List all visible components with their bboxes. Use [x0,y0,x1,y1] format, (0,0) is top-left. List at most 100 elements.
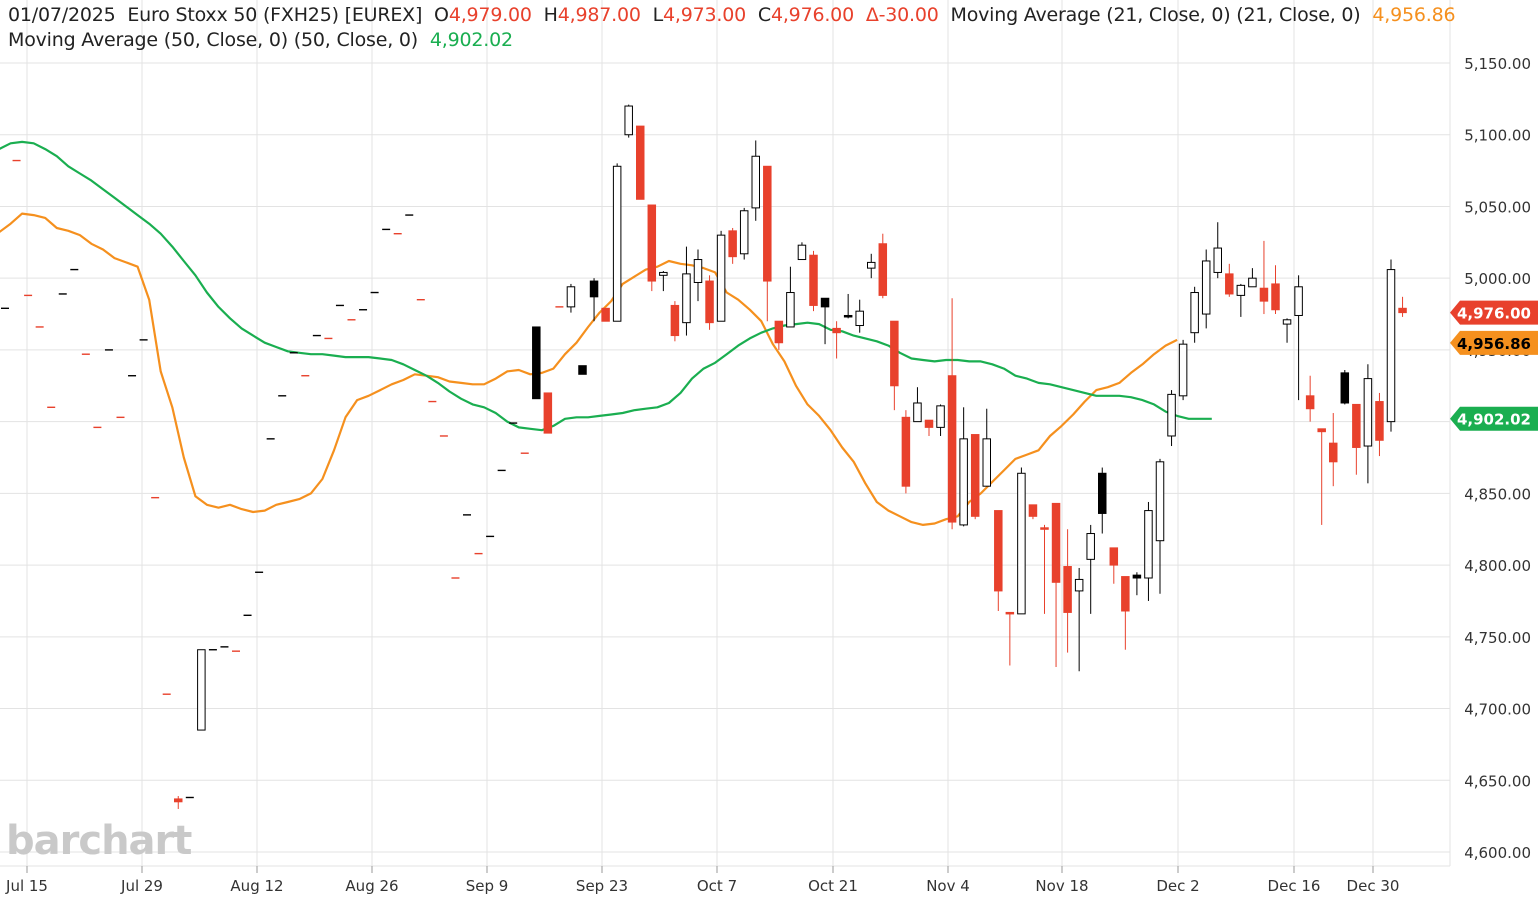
low-value: 4,973.00 [663,4,747,26]
ma21-price-tag-text: 4,956.86 [1457,335,1531,353]
candle [1109,547,1119,584]
candle-body [1074,578,1084,592]
candle-body [878,243,888,296]
x-tick-label: Aug 12 [230,877,283,895]
candle [1098,467,1107,534]
candle-body [1121,576,1130,612]
quote-date: 01/07/2025 [8,4,116,26]
ma50-price-tag: 4,902.02 [1450,406,1538,431]
candle [994,510,1003,611]
candle-body [1236,284,1246,296]
candle [1017,467,1026,615]
y-tick-label: 4,600.00 [1464,844,1531,862]
chart-header-line-1: 01/07/2025 Euro Stoxx 50 (FXH25) [EUREX]… [8,4,1456,26]
high-value: 4,987.00 [557,4,641,26]
candle-body [566,286,576,308]
candle [1236,283,1246,317]
candle [1259,240,1269,315]
candle-body [1340,372,1350,404]
ma21-legend-value: 4,956.86 [1372,4,1456,26]
candle [959,407,968,527]
candle-body [1167,393,1176,437]
y-tick-label: 4,850.00 [1464,485,1531,503]
ma50-price-tag-text: 4,902.02 [1457,411,1531,429]
candle-body [1329,442,1338,463]
last-price-tag-text: 4,976.00 [1457,305,1531,323]
candle-body [716,234,726,322]
barchart-watermark: barchart [6,818,192,864]
candle-body [890,320,899,387]
ma50-line [0,140,1212,432]
candle-body [1017,472,1026,615]
candle-body [947,375,957,523]
candle [1271,265,1280,315]
y-tick-label: 5,000.00 [1464,270,1531,288]
candle-body [1144,510,1153,579]
candle [1028,504,1038,520]
candle [1305,375,1315,422]
x-tick-label: Sep 23 [576,877,628,895]
candle [532,326,541,400]
ma21-price-tag: 4,956.86 [1450,330,1538,355]
ma21-legend-label: Moving Average (21, Close, 0) (21, Close… [950,4,1361,26]
candle [197,649,206,731]
candle [774,320,784,350]
candle-body [1190,292,1199,334]
candle [1190,286,1199,343]
candle [751,140,760,221]
candle-body [1317,428,1326,433]
candle [601,307,610,322]
candle [1363,364,1373,484]
candle-body [1040,527,1049,530]
candle [890,320,899,411]
candle-body [636,125,645,200]
candle [1005,611,1015,666]
candle [1155,458,1165,594]
change-value: Δ-30.00 [865,4,939,26]
y-tick-label: 5,100.00 [1464,127,1531,145]
candle [1248,268,1257,288]
chart-header-line-2: Moving Average (50, Close, 0) (50, Close… [8,29,513,51]
candle-body [774,320,784,344]
candle-body [994,510,1003,592]
x-tick-label: Nov 4 [926,877,970,895]
candle [624,104,633,138]
candle-body [1213,247,1222,273]
y-axis: 5,150.005,100.005,050.005,000.004,950.00… [1464,55,1531,862]
candle-body [1282,319,1292,325]
candle-body [1132,574,1142,579]
moving-average-lines [0,140,1212,527]
grid [0,0,1451,867]
candle [1167,390,1176,447]
candle-body [601,307,610,322]
candle [1086,524,1095,614]
candle-body [763,165,772,282]
candle [705,275,714,330]
candle [1294,275,1303,401]
candle [636,125,645,200]
y-tick-label: 4,650.00 [1464,772,1531,790]
x-tick-label: Dec 30 [1347,877,1400,895]
candle-body [1352,403,1361,448]
candle [1144,501,1153,601]
candle-body [1294,286,1303,316]
candle-body [1201,260,1211,315]
candle-body [751,155,760,209]
x-tick-label: Oct 21 [808,877,858,895]
candle [1340,369,1350,405]
candle [820,297,830,345]
candle [786,266,795,328]
open-value: 4,979.00 [448,4,532,26]
price-tags: 4,976.00 4,956.86 4,902.02 [1450,300,1538,431]
candle [1213,222,1222,279]
candle [1386,259,1396,432]
candle-body [589,280,599,298]
candle-body [1051,502,1061,583]
candle-body [1098,472,1107,514]
candle [1329,413,1338,487]
candle-body [1028,504,1038,517]
x-axis: Jul 15 Jul 29 Aug 12 Aug 26 Sep 9 Sep 23 Oct 7… [5,866,1399,895]
candle-body [693,259,703,283]
candle [797,242,807,261]
